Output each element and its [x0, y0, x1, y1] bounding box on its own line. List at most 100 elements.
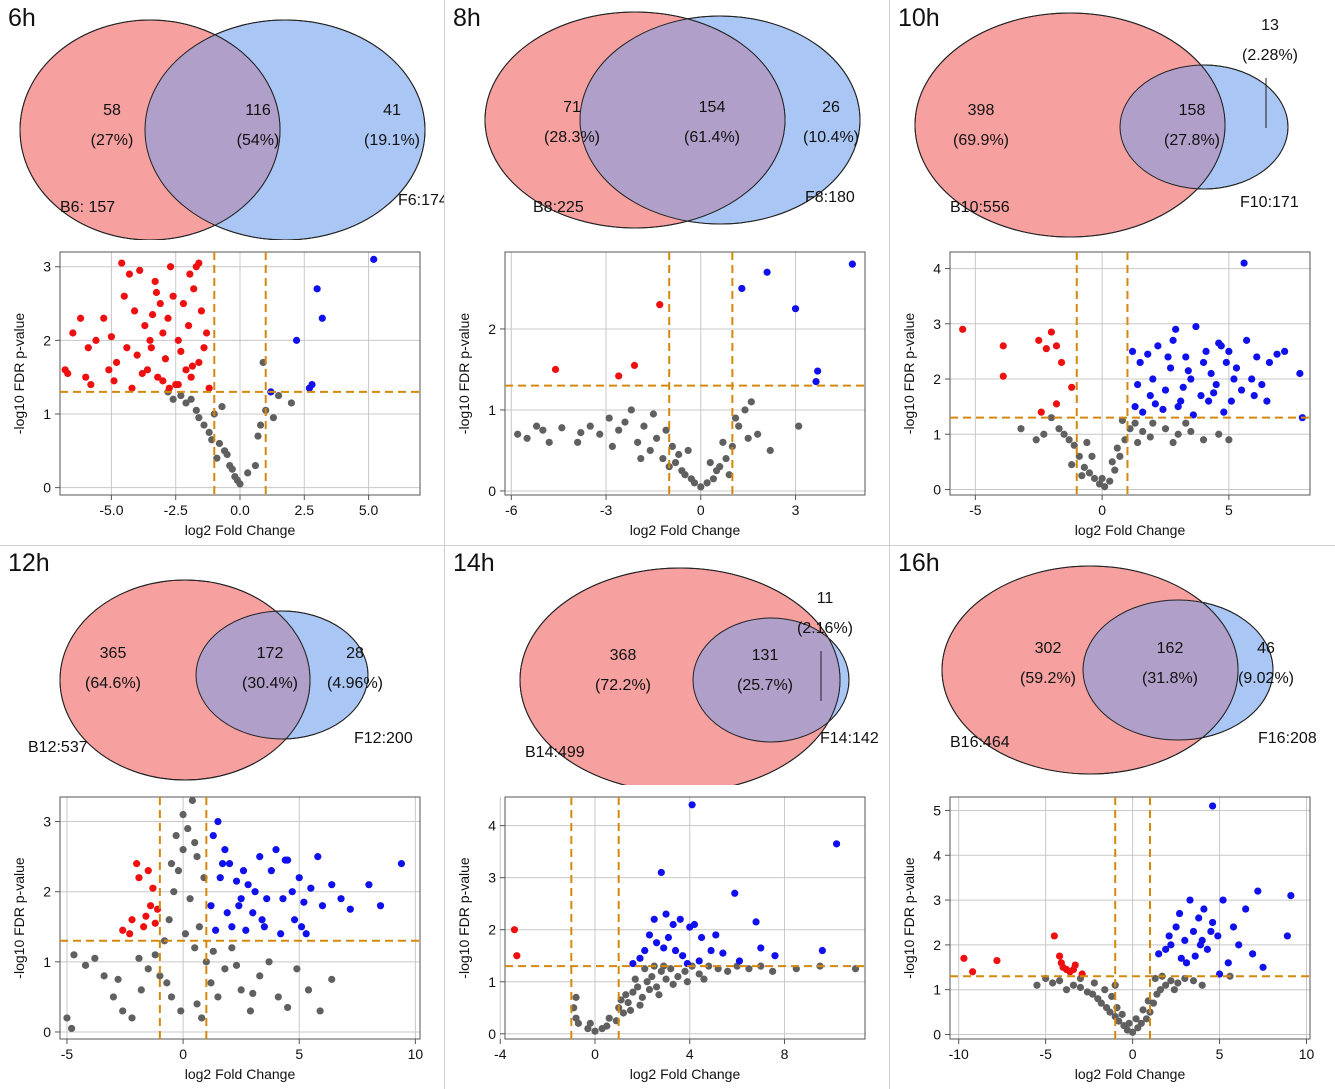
ns-point	[636, 1001, 644, 1009]
ns-point	[1065, 436, 1073, 444]
venn-overlap-region	[693, 618, 840, 742]
ns-point	[747, 398, 755, 406]
ns-point	[605, 1014, 613, 1022]
up-regulated-point	[1202, 347, 1210, 356]
ns-point	[523, 434, 531, 442]
ns-point	[172, 831, 180, 840]
venn-diagram: 58 (27%) 116 (54%) 41 (19.1%) B6: 157 F6:174	[19, 19, 445, 240]
up-regulated-point	[1139, 408, 1147, 416]
y-tick-label: 2	[933, 371, 941, 387]
divider-vertical-2	[889, 0, 890, 1089]
y-tick-label: 1	[933, 982, 941, 998]
venn-right-label: F12:200	[354, 730, 413, 747]
ns-point	[209, 947, 217, 955]
ns-point	[1098, 474, 1106, 483]
up-regulated-point	[232, 877, 241, 885]
ns-point	[236, 480, 244, 488]
up-regulated-point	[1242, 905, 1250, 913]
up-regulated-point	[1175, 909, 1184, 918]
up-regulated-point	[239, 867, 248, 875]
y-axis-label: -log10 FDR p-value	[11, 857, 27, 979]
ns-point	[1085, 469, 1094, 477]
down-regulated-point	[1047, 328, 1056, 336]
up-regulated-point	[1192, 322, 1200, 331]
ns-point	[144, 965, 152, 973]
x-axis-label: log2 Fold Change	[1075, 1066, 1186, 1082]
up-regulated-point	[244, 881, 252, 889]
ns-point	[514, 430, 522, 438]
ns-point	[638, 993, 646, 1001]
up-regulated-point	[1166, 364, 1175, 372]
up-regulated-point	[757, 944, 765, 952]
up-regulated-point	[1204, 397, 1213, 405]
ns-point	[572, 993, 580, 1001]
down-regulated-point	[202, 329, 211, 337]
down-regulated-point	[960, 954, 968, 962]
up-regulated-point	[1287, 891, 1295, 900]
up-regulated-point	[818, 946, 826, 955]
ns-point	[631, 975, 639, 983]
ns-point	[619, 1009, 628, 1017]
down-regulated-point	[1037, 408, 1045, 416]
venn-left-only-pct: (72.2%)	[595, 677, 651, 694]
ns-point	[1060, 430, 1068, 438]
volcano-plot: -4 0 4 8 0 1 2 3 4 log2 Fold Change -log10 FDR p-v…	[456, 796, 866, 1082]
down-regulated-point	[630, 361, 639, 369]
ns-point	[1125, 1019, 1133, 1027]
down-regulated-point	[110, 377, 118, 385]
venn-right-outline	[1082, 599, 1274, 741]
ns-point	[709, 475, 718, 483]
venn-right-only-pct: (9.02%)	[1238, 670, 1294, 687]
venn-right-label: F16:208	[1258, 730, 1317, 747]
ns-point	[1097, 999, 1105, 1007]
up-regulated-point	[251, 888, 259, 896]
down-regulated-point	[135, 874, 143, 882]
up-regulated-point	[641, 946, 649, 955]
ns-point	[1088, 452, 1096, 460]
up-regulated-point	[679, 952, 687, 960]
ns-point	[205, 428, 213, 437]
down-regulated-point	[146, 336, 154, 344]
up-regulated-point	[302, 930, 310, 938]
down-regulated-point	[615, 372, 623, 380]
down-regulated-point	[1035, 336, 1043, 344]
x-tick-label: 0	[1098, 502, 1106, 518]
ns-point	[177, 391, 185, 400]
up-regulated-point	[279, 895, 287, 903]
venn-overlap-count: 131	[752, 647, 779, 664]
up-regulated-point	[277, 930, 285, 938]
ns-point	[745, 965, 753, 973]
down-regulated-point	[993, 956, 1001, 965]
ns-point	[591, 1027, 599, 1035]
up-regulated-point	[1229, 923, 1238, 931]
up-regulated-point	[1258, 380, 1266, 389]
x-tick-label: 0	[179, 1046, 187, 1062]
up-regulated-point	[1162, 945, 1170, 953]
venn-overlap-count: 172	[257, 645, 284, 662]
up-regulated-point	[1169, 336, 1177, 344]
ns-point	[766, 446, 774, 455]
ns-point	[165, 916, 173, 924]
ns-point	[637, 454, 645, 463]
up-regulated-point	[1182, 353, 1190, 361]
ns-point	[256, 972, 264, 980]
ns-point	[683, 978, 691, 986]
ns-point	[649, 410, 658, 418]
plot-area	[505, 252, 865, 495]
y-tick-label: 0	[488, 483, 496, 499]
ns-point	[1049, 979, 1057, 987]
ns-point	[249, 989, 257, 998]
ns-point	[1118, 1010, 1126, 1018]
panel-label: 8h	[453, 4, 481, 32]
ns-point	[218, 403, 226, 411]
ns-point	[1068, 461, 1076, 469]
x-tick-label: -3	[600, 502, 613, 518]
ns-point	[725, 471, 733, 479]
down-regulated-point	[184, 322, 193, 330]
venn-left-only-pct: (28.3%)	[544, 129, 600, 146]
up-regulated-point	[376, 902, 385, 910]
ns-point	[1174, 430, 1182, 438]
up-regulated-point	[1235, 941, 1243, 949]
ns-point	[1101, 483, 1109, 491]
ns-point	[195, 414, 203, 422]
